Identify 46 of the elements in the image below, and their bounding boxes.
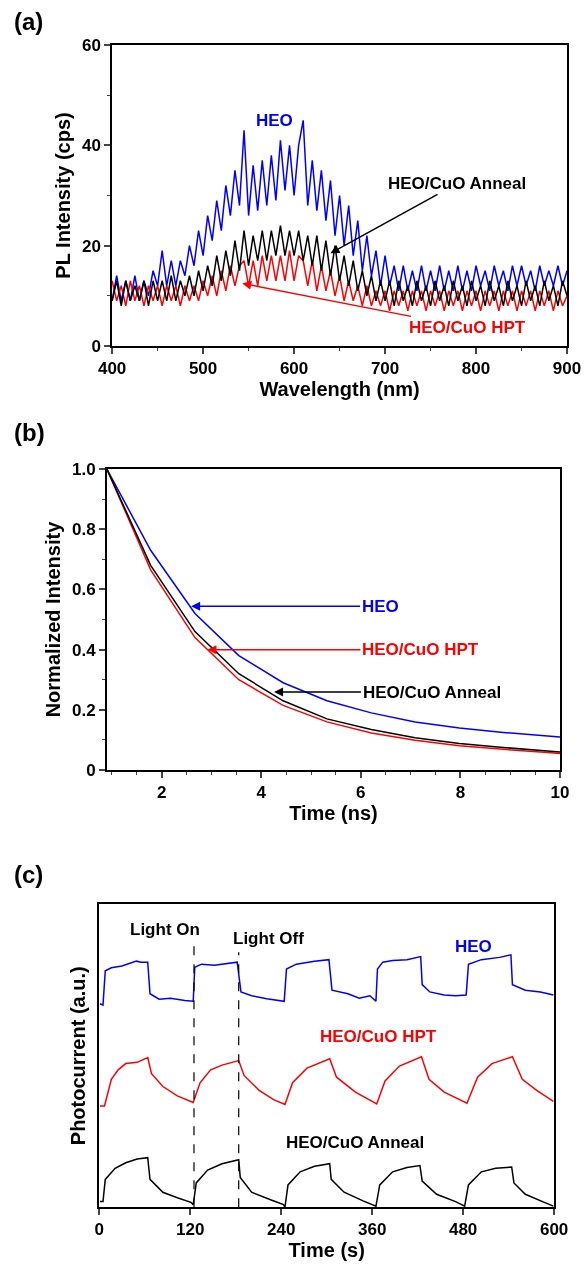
chart-title: (a) (14, 8, 44, 35)
x-tick-label: 120 (176, 1220, 205, 1240)
y-tick-label: 0 (91, 336, 101, 356)
series-label: HEO/CuO Anneal (286, 1133, 425, 1152)
series-label: HEO/CuO HPT (320, 1027, 437, 1046)
x-axis-title: Time (s) (288, 1239, 365, 1262)
x-tick-label: 400 (97, 359, 127, 379)
x-tick-label: 8 (455, 783, 466, 803)
x-tick-label: 800 (461, 359, 491, 379)
chart-title: (b) (14, 419, 45, 446)
y-tick-label: 0.8 (72, 520, 96, 540)
x-tick-label: 700 (370, 359, 400, 379)
y-tick-label: 0.2 (72, 700, 96, 720)
x-tick-label: 6 (356, 783, 366, 803)
ref-line-label: Light On (130, 920, 200, 939)
x-tick-label: 600 (279, 359, 309, 379)
text: HEO/CuO Anneal (388, 174, 527, 193)
text: HEO/CuO HPT (362, 640, 479, 659)
x-tick-label: 480 (448, 1220, 478, 1240)
y-tick-label: 1.0 (72, 459, 96, 479)
x-tick-label: 500 (188, 359, 218, 379)
series-label: HEO/CuO Anneal (363, 683, 502, 702)
series-label: HEO/CuO HPT (409, 318, 526, 337)
ref-line-label: Light Off (233, 929, 305, 948)
x-tick-label: 360 (357, 1220, 387, 1240)
y-axis-title: PL Intensity (cps) (52, 112, 75, 279)
y-axis-title: Photocurrent (a.u.) (67, 966, 90, 1146)
x-tick-label: 600 (539, 1220, 569, 1240)
x-axis-title: Time (ns) (289, 802, 378, 825)
y-tick-label: 60 (82, 35, 101, 55)
series-label: HEO (455, 937, 492, 956)
y-tick-label: 0.6 (72, 580, 96, 600)
x-tick-label: 10 (550, 783, 570, 803)
y-axis-title: Normalized Intensity (42, 520, 65, 718)
x-tick-label: 900 (552, 359, 582, 379)
chart-title: (c) (14, 861, 44, 888)
series-label: HEO (256, 111, 293, 130)
text: HEO (362, 597, 399, 616)
x-tick-label: 2 (156, 783, 167, 803)
x-axis-title: Wavelength (nm) (259, 378, 420, 401)
y-tick-label: 0 (86, 761, 96, 781)
x-tick-label: 4 (256, 783, 267, 803)
y-tick-label: 20 (82, 236, 101, 256)
y-tick-label: 0.4 (72, 640, 97, 660)
x-tick-label: 240 (266, 1220, 296, 1240)
y-tick-label: 40 (82, 136, 101, 156)
